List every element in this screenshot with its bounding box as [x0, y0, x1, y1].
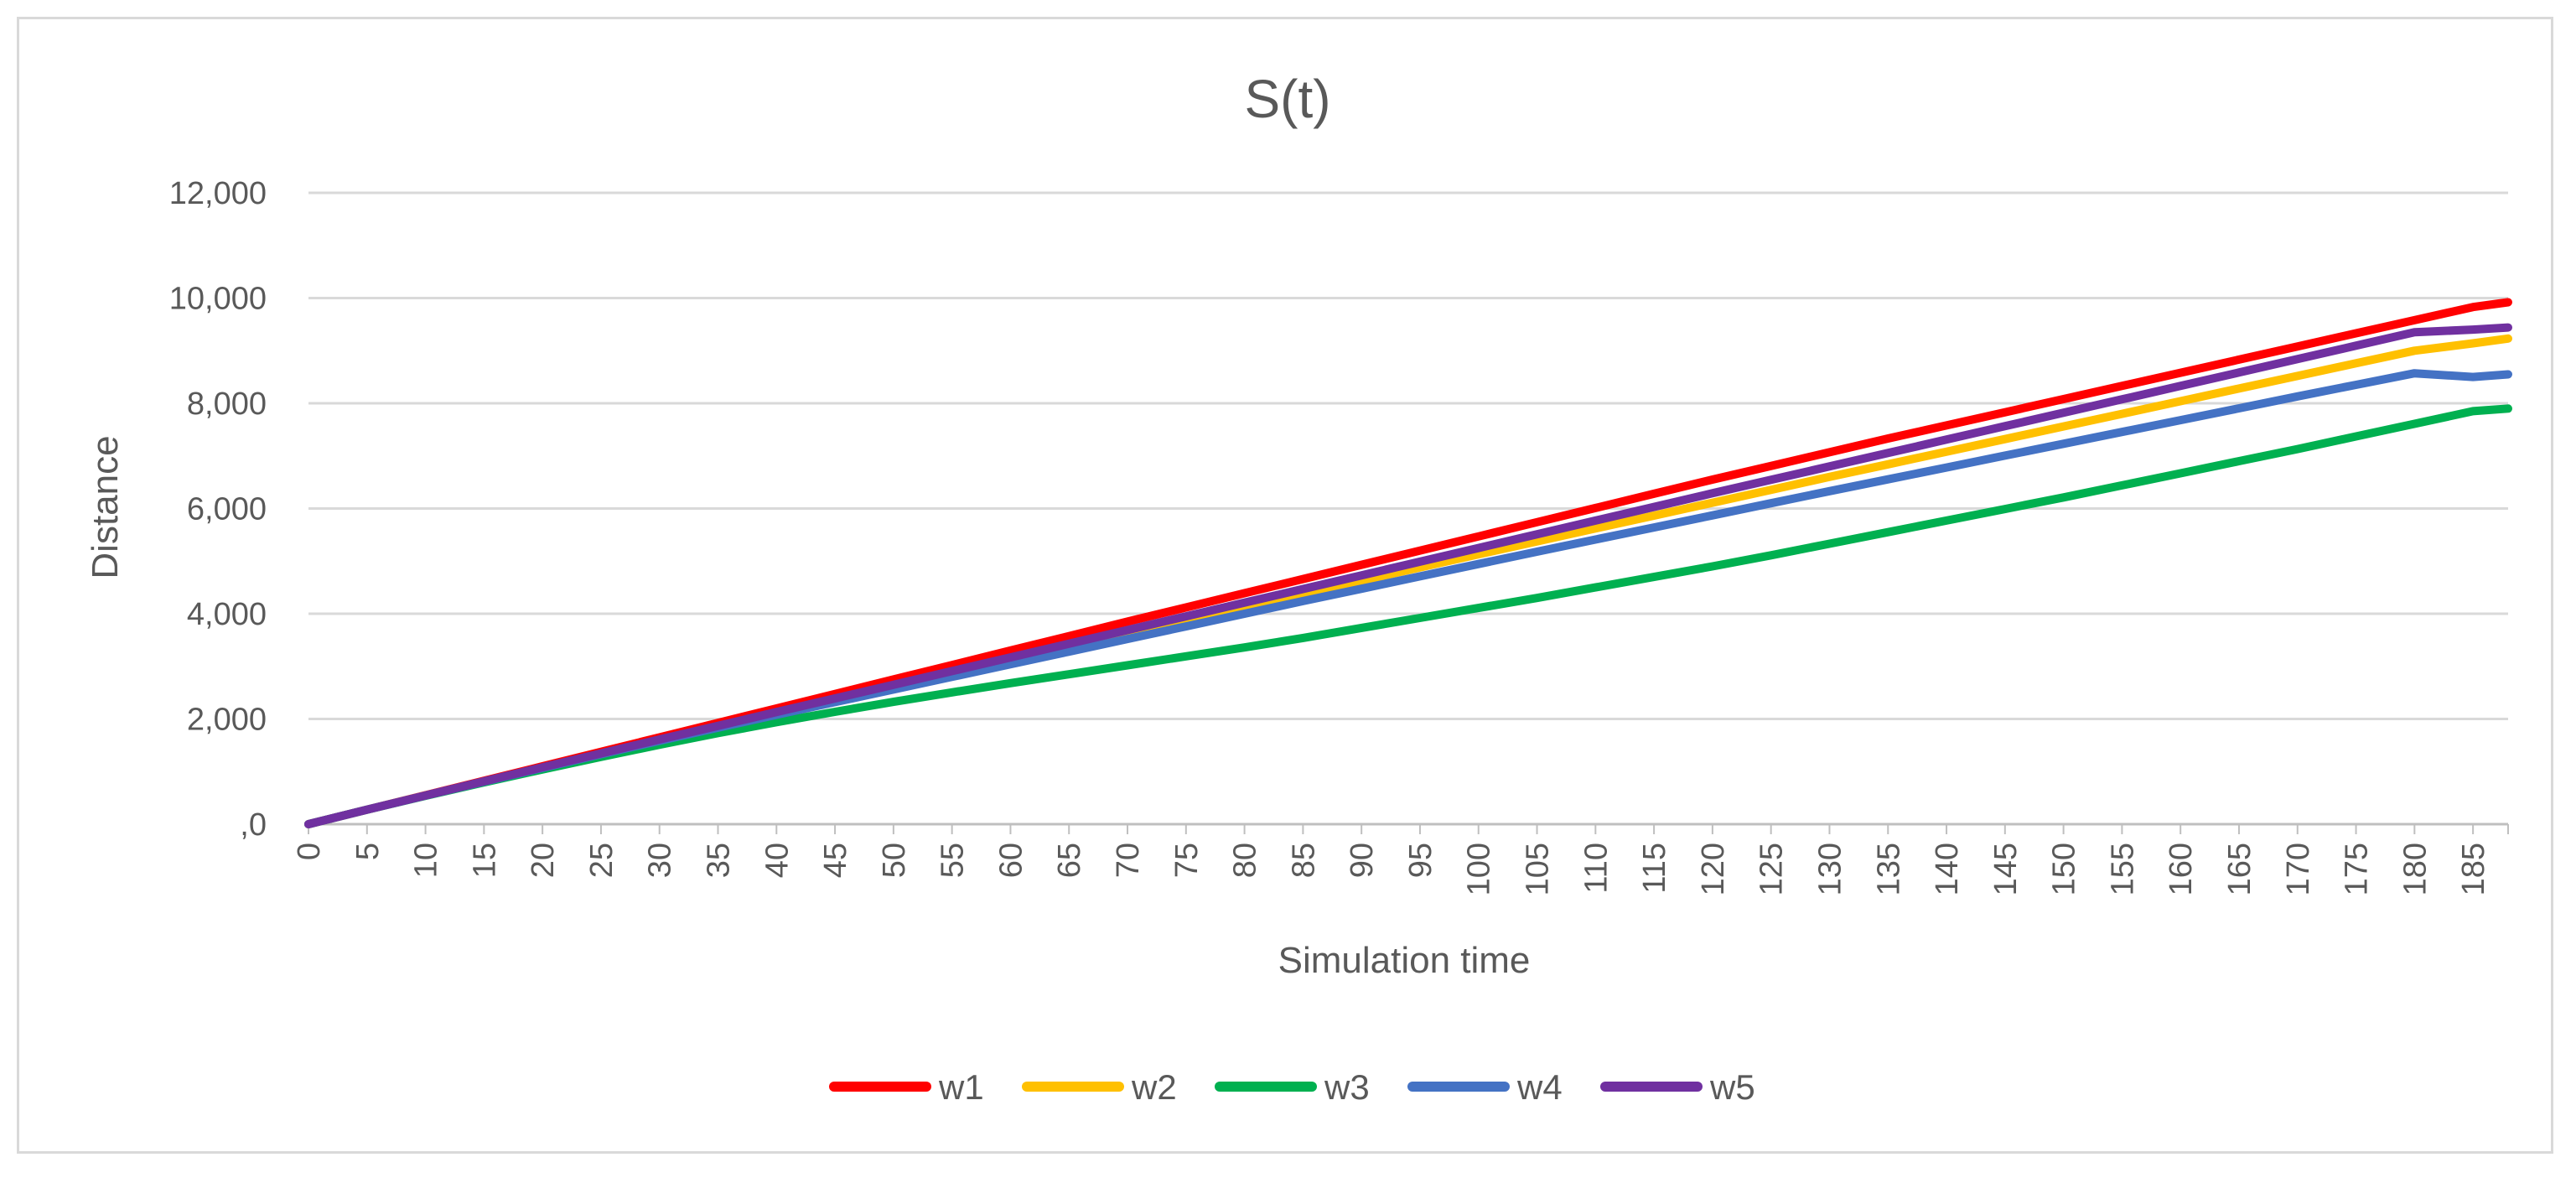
- series-line-w4: [304, 369, 2512, 828]
- x-tick-label: 115: [1637, 843, 1672, 894]
- x-tick-label: 5: [350, 843, 386, 860]
- y-axis-title: Distance: [85, 435, 126, 579]
- x-tick-label: 170: [2281, 843, 2316, 895]
- y-tick-labels: ,0 2,000 4,000 6,000 8,000 10,000 12,000: [169, 176, 267, 843]
- x-tick-label: 105: [1521, 843, 1556, 895]
- x-tick-label: 125: [1754, 843, 1790, 895]
- x-tick-label: 140: [1930, 843, 1965, 895]
- x-tick-label: 45: [818, 843, 853, 878]
- x-tick-label: 10: [409, 843, 444, 878]
- x-tick-label: 95: [1403, 843, 1438, 878]
- legend-label-w1: w1: [938, 1067, 984, 1107]
- x-tick-label: 15: [467, 843, 502, 878]
- x-axis-title: Simulation time: [1278, 940, 1531, 981]
- x-tick-label: 90: [1345, 843, 1380, 878]
- x-tick-label: 60: [993, 843, 1029, 878]
- y-tick-label: 6,000: [187, 492, 267, 527]
- x-tick-label: 70: [1111, 843, 1146, 878]
- y-tick-label: 2,000: [187, 703, 267, 738]
- legend-label-w3: w3: [1324, 1067, 1370, 1107]
- x-tick-label: 120: [1696, 843, 1731, 895]
- x-tick-label: 0: [292, 843, 327, 860]
- y-tick-label: ,0: [240, 807, 267, 843]
- legend-label-w2: w2: [1131, 1067, 1177, 1107]
- y-tick-label: 4,000: [187, 597, 267, 632]
- x-tick-label: 20: [526, 843, 561, 878]
- x-tick-label: 175: [2340, 843, 2375, 895]
- series-line-w5: [304, 323, 2512, 828]
- x-tick-label: 160: [2164, 843, 2199, 895]
- x-tick-label: 135: [1871, 843, 1906, 895]
- series-lines: [304, 298, 2512, 828]
- x-tick-label: 85: [1286, 843, 1321, 878]
- x-tick-labels: 0 5 10 15 20 25 30 35 40 45 50 55 60 65 70 75 80 85 90 95 10…: [292, 843, 2491, 895]
- legend-label-w5: w5: [1709, 1067, 1755, 1107]
- x-tick-label: 100: [1462, 843, 1497, 895]
- x-tick-label: 185: [2456, 843, 2491, 895]
- series-line-w3: [304, 404, 2512, 828]
- legend: w1 w2 w3 w4 w5: [829, 1067, 1755, 1107]
- x-tick-label: 55: [936, 843, 971, 878]
- y-tick-label: 8,000: [187, 387, 267, 422]
- x-tick-label: 40: [759, 843, 795, 878]
- x-tick-label: 65: [1052, 843, 1087, 878]
- x-tick-label: 80: [1228, 843, 1263, 878]
- y-tick-label: 12,000: [169, 176, 267, 211]
- gridlines: [308, 191, 2508, 720]
- x-tick-label: 30: [643, 843, 678, 878]
- y-tick-label: 10,000: [169, 282, 267, 317]
- x-tick-label: 50: [877, 843, 912, 878]
- x-tick-label: 180: [2397, 843, 2433, 895]
- x-tick-label: 145: [1988, 843, 2024, 895]
- x-tick-label: 165: [2222, 843, 2257, 895]
- x-tick-label: 150: [2047, 843, 2082, 895]
- x-tick-label: 110: [1578, 843, 1614, 894]
- legend-label-w4: w4: [1516, 1067, 1563, 1107]
- x-tick-label: 75: [1169, 843, 1205, 878]
- chart-title: S(t): [1244, 69, 1330, 129]
- x-tick-label: 35: [702, 843, 737, 878]
- x-tick-label: 130: [1812, 843, 1848, 895]
- x-tick-label: 155: [2105, 843, 2140, 895]
- axes: [308, 823, 2509, 834]
- x-tick-label: 25: [584, 843, 619, 878]
